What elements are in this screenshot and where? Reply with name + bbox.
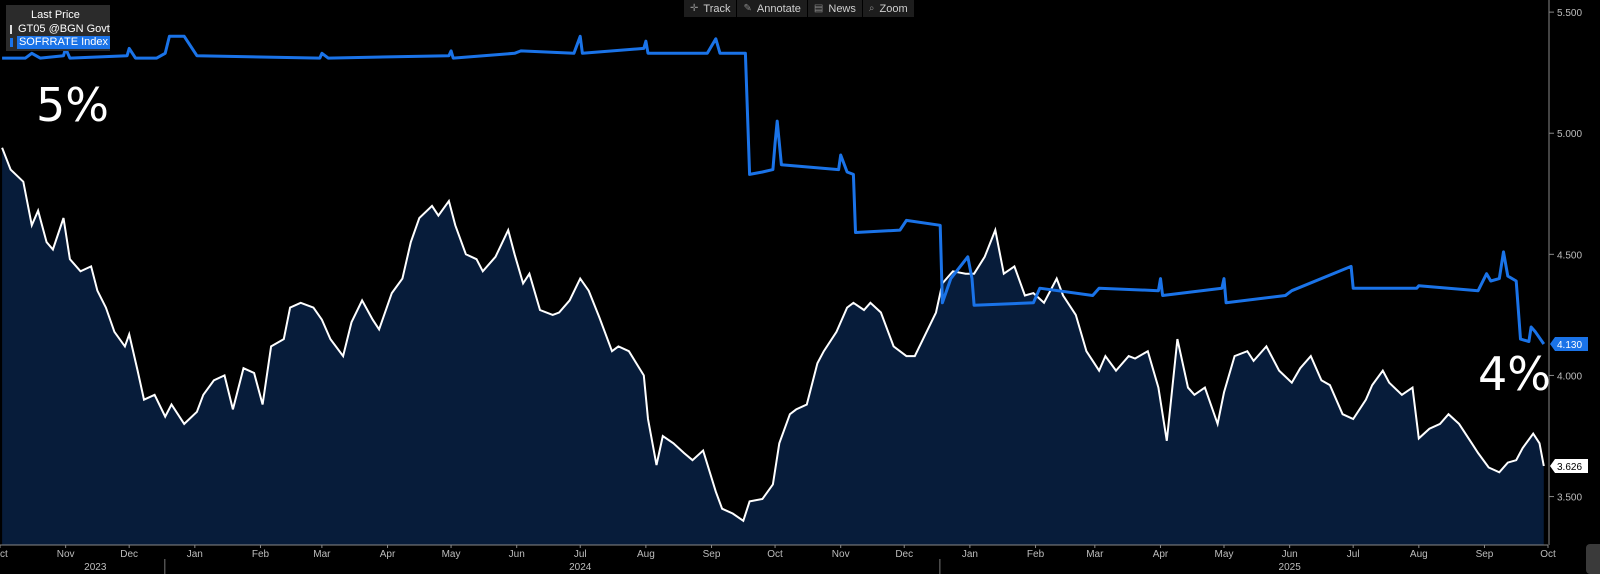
x-tick-label: Mar — [1086, 549, 1104, 560]
x-tick-label: Dec — [120, 549, 138, 560]
x-tick-label: Mar — [313, 549, 331, 560]
chart-menu-button[interactable] — [1586, 544, 1600, 574]
legend-header: Last Price — [31, 9, 80, 21]
x-tick-label: Jun — [1282, 549, 1298, 560]
x-tick-label: Aug — [1410, 549, 1428, 560]
last-value-label: 4.130 — [1557, 340, 1582, 351]
year-label: 2023 — [84, 562, 107, 573]
x-tick-label: Jun — [509, 549, 525, 560]
x-tick-label: Apr — [380, 549, 396, 560]
news-button[interactable]: ▤ News — [808, 0, 863, 17]
legend-swatch-sofr — [10, 38, 13, 47]
x-tick-label: Feb — [252, 549, 270, 560]
gt05-area — [2, 147, 1544, 546]
track-button[interactable]: ✛ Track — [684, 0, 738, 17]
x-tick-label: Oct — [1540, 549, 1556, 560]
x-tick-label: Jan — [962, 549, 978, 560]
annotation-5pct: 5% — [36, 78, 109, 132]
sofr-last-value-tag: 4.130 — [1550, 336, 1588, 351]
y-tick-label: 5.000 — [1557, 129, 1582, 140]
x-tick-label: Sep — [703, 549, 721, 560]
magnifier-icon: ⌕ — [868, 3, 875, 14]
x-tick-label: Jan — [187, 549, 203, 560]
x-tick-label: Apr — [1153, 549, 1169, 560]
annotate-label: Annotate — [756, 2, 801, 15]
news-label: News — [828, 2, 856, 15]
year-label: 2024 — [569, 562, 592, 573]
legend-item-sofr[interactable]: SOFRRATE Index — [10, 36, 110, 49]
chart-toolbar: ✛ Track ✎ Annotate ▤ News ⌕ Zoom — [684, 0, 915, 17]
y-tick-label: 3.500 — [1557, 493, 1582, 504]
x-tick-label: Oct — [767, 549, 783, 560]
x-tick-label: May — [442, 549, 461, 560]
legend-label-gt05: GT05 @BGN Govt — [18, 23, 110, 35]
gt05-line — [1, 147, 1545, 523]
legend-label-sofr: SOFRRATE Index — [16, 36, 110, 49]
sofr-line — [2, 34, 1546, 345]
x-tick-label: Feb — [1027, 549, 1045, 560]
track-label: Track — [703, 2, 731, 15]
zoom-label: Zoom — [879, 2, 908, 15]
x-tick-label: Nov — [832, 549, 850, 560]
y-tick-label: 4.000 — [1557, 371, 1582, 382]
x-tick-label: Jul — [574, 549, 587, 560]
y-tick-label: 4.500 — [1557, 250, 1582, 261]
legend-item-gt05[interactable]: GT05 @BGN Govt — [10, 23, 110, 36]
legend: Last Price GT05 @BGN Govt SOFRRATE Index — [6, 5, 110, 51]
y-tick-label: 5.500 — [1557, 8, 1582, 19]
last-value-bg — [1550, 336, 1588, 351]
last-value-label: 3.626 — [1557, 462, 1582, 473]
annotation-4pct: 4% — [1478, 347, 1551, 401]
gt05-last-value-tag: 3.626 — [1550, 459, 1588, 474]
x-tick-label: Dec — [895, 549, 913, 560]
annotate-button[interactable]: ✎ Annotate — [737, 0, 808, 17]
x-tick-label: Jul — [1347, 549, 1360, 560]
x-tick-label: Aug — [637, 549, 655, 560]
news-icon: ▤ — [813, 3, 824, 14]
x-tick-label: Nov — [57, 549, 75, 560]
crosshair-icon: ✛ — [690, 3, 699, 14]
x-tick-label: Oct — [0, 549, 8, 560]
legend-swatch-gt05 — [10, 25, 12, 34]
zoom-button[interactable]: ⌕ Zoom — [863, 0, 915, 17]
x-tick-label: May — [1215, 549, 1234, 560]
year-label: 2025 — [1279, 562, 1302, 573]
last-value-bg — [1550, 459, 1588, 474]
pencil-icon: ✎ — [743, 3, 752, 14]
x-tick-label: Sep — [1476, 549, 1494, 560]
